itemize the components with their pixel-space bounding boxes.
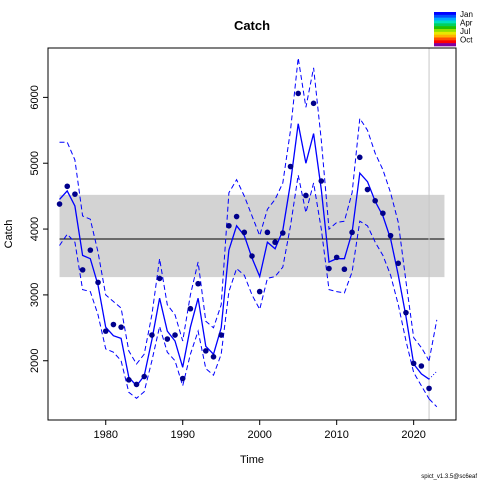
legend-swatch — [434, 31, 456, 35]
legend-swatch — [434, 40, 456, 44]
data-point — [418, 363, 425, 369]
data-point — [233, 213, 240, 220]
data-point — [303, 192, 309, 199]
data-point — [310, 100, 317, 107]
x-axis-label: Time — [240, 454, 264, 466]
data-point — [326, 265, 332, 272]
data-point — [72, 191, 78, 197]
data-point — [56, 201, 63, 207]
x-tick-label: 1990 — [170, 429, 194, 441]
data-point — [126, 377, 132, 383]
legend-entry: Jan — [460, 10, 473, 19]
x-tick-label: 2010 — [324, 429, 348, 441]
data-point — [218, 332, 225, 338]
data-point — [372, 197, 378, 204]
data-point — [133, 381, 140, 388]
data-point — [249, 253, 255, 259]
legend-entry: Jul — [460, 27, 470, 36]
x-tick-label: 2020 — [401, 429, 425, 441]
data-point — [395, 260, 402, 267]
data-point — [256, 288, 263, 295]
data-point — [403, 309, 409, 316]
y-tick-label: 6000 — [29, 85, 41, 109]
legend-swatch — [434, 26, 456, 30]
legend-swatch — [434, 20, 456, 24]
data-point — [318, 178, 325, 184]
y-axis-label: Catch — [3, 220, 15, 249]
chart-title: Catch — [234, 18, 270, 33]
series-line-3 — [428, 370, 438, 380]
data-point — [272, 239, 278, 246]
mean-band — [59, 194, 445, 278]
data-point — [87, 247, 94, 253]
legend-swatch — [434, 17, 456, 21]
data-point — [295, 90, 301, 97]
legend-swatch — [434, 43, 456, 47]
data-point — [241, 229, 248, 236]
legend-swatch — [434, 29, 456, 33]
data-point — [118, 324, 124, 330]
legend-swatch — [434, 12, 456, 16]
series-line-1 — [59, 57, 430, 365]
y-tick-label: 4000 — [29, 217, 41, 241]
legend-entry: Apr — [460, 19, 473, 28]
y-tick-label: 3000 — [29, 283, 41, 307]
data-point — [64, 183, 71, 190]
data-point — [356, 154, 363, 161]
data-point — [102, 328, 109, 334]
data-point — [203, 348, 209, 354]
data-point — [149, 332, 155, 338]
data-point — [426, 385, 432, 392]
data-point — [79, 267, 86, 273]
y-tick-label: 2000 — [29, 349, 41, 373]
data-point — [195, 280, 201, 287]
legend-swatch — [434, 23, 456, 27]
data-point — [172, 332, 178, 338]
series-line-5 — [428, 398, 438, 408]
legend-swatch — [434, 37, 456, 41]
data-point — [226, 222, 232, 229]
data-point — [287, 163, 294, 170]
data-point — [264, 229, 271, 236]
data-point — [156, 275, 163, 282]
data-point — [95, 279, 101, 286]
footer-version: spict_v1.3.5@sc6eaf — [421, 474, 477, 480]
data-point — [279, 230, 286, 236]
data-point — [387, 232, 394, 239]
data-point — [364, 186, 371, 193]
data-point — [410, 360, 417, 367]
mean-band-layer — [59, 48, 445, 420]
series-line-4 — [428, 319, 438, 361]
data-point — [349, 229, 355, 236]
data-point — [179, 375, 186, 382]
axes-layer: 1980 1990 2000 2010 2020 2000 3000 4000 5000 6000 — [29, 85, 426, 441]
data-point — [187, 305, 194, 312]
legend-swatch — [434, 14, 456, 18]
y-tick-label: 5000 — [29, 151, 41, 175]
data-point — [110, 321, 117, 328]
x-tick-label: 2000 — [247, 429, 271, 441]
series-layer — [59, 57, 438, 408]
series-line-0 — [59, 123, 430, 387]
data-point — [164, 336, 171, 342]
points-layer — [56, 90, 432, 392]
data-point — [333, 254, 340, 261]
legend-swatch — [434, 34, 456, 38]
data-point — [210, 353, 217, 360]
data-point — [141, 373, 148, 380]
data-point — [341, 266, 348, 273]
series-line-2 — [59, 174, 430, 400]
legend-entry: Oct — [460, 36, 473, 45]
x-tick-label: 1980 — [93, 429, 117, 441]
data-point — [380, 210, 386, 217]
